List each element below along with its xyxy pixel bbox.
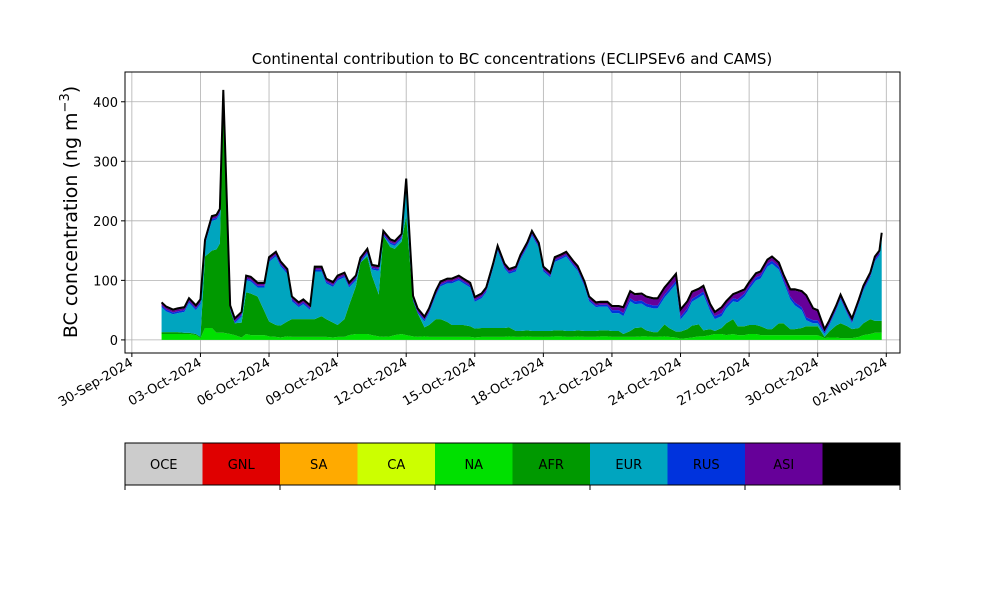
- legend-colorbar: OCE GNL SA CA NA AFR EUR RUS ASI AUS: [124, 442, 901, 490]
- legend-frame: [124, 442, 901, 486]
- y-tick-label: 100: [93, 274, 118, 289]
- x-axis: 30-Sep-202403-Oct-202406-Oct-202409-Oct-…: [56, 353, 890, 410]
- legend-swatch-gnl: [202, 443, 280, 485]
- legend-label-aus: AUS: [848, 458, 875, 473]
- legend-label-eur: EUR: [615, 458, 642, 473]
- y-tick-label: 300: [93, 155, 118, 170]
- legend-label-afr: AFR: [539, 458, 564, 473]
- legend-swatch-afr: [512, 443, 590, 485]
- y-axis-label: BC concentration (ng m−3): [58, 86, 82, 338]
- legend-label-oce: OCE: [150, 458, 178, 473]
- legend-swatch-sa: [280, 443, 358, 485]
- area-eur: [161, 94, 882, 337]
- x-tick-label: 09-Oct-2024: [263, 355, 341, 409]
- y-tick-label: 200: [93, 215, 118, 230]
- x-tick-label: 18-Oct-2024: [469, 355, 547, 409]
- legend-swatch-eur: [590, 443, 668, 485]
- area-asi: [161, 91, 882, 333]
- legend-label-na: NA: [464, 458, 483, 473]
- x-tick-label: 02-Nov-2024: [810, 355, 890, 410]
- legend-swatch-na: [435, 443, 513, 485]
- x-tick-label: 24-Oct-2024: [606, 355, 684, 409]
- total-outline: [160, 89, 883, 332]
- legend-swatch-oce: [125, 443, 203, 485]
- stacked-areas: [161, 89, 882, 340]
- chart-title: Continental contribution to BC concentra…: [252, 50, 773, 68]
- x-tick-label: 06-Oct-2024: [195, 355, 273, 409]
- x-tick-label: 15-Oct-2024: [400, 355, 478, 409]
- legend-label-sa: SA: [310, 458, 327, 473]
- x-tick-label: 03-Oct-2024: [126, 355, 204, 409]
- x-tick-label: 30-Oct-2024: [743, 355, 821, 409]
- legend-label-asi: ASI: [773, 458, 794, 473]
- legend-swatch-rus: [667, 443, 745, 485]
- legend-swatch-asi: [745, 443, 823, 485]
- y-tick-label: 400: [93, 96, 118, 111]
- plot-frame: [124, 71, 901, 354]
- y-axis: 0 100 200 300 400: [93, 96, 125, 349]
- legend-label-gnl: GNL: [228, 458, 256, 473]
- x-tick-label: 30-Sep-2024: [56, 355, 136, 410]
- legend-label-ca: CA: [387, 458, 405, 473]
- legend-swatch-ca: [357, 443, 435, 485]
- x-tick-label: 27-Oct-2024: [675, 355, 753, 409]
- y-tick-label: 0: [110, 334, 118, 349]
- legend-label-rus: RUS: [693, 458, 720, 473]
- legend-swatch-aus: [822, 443, 900, 485]
- x-tick-label: 21-Oct-2024: [538, 355, 616, 409]
- x-tick-label: 12-Oct-2024: [332, 355, 410, 409]
